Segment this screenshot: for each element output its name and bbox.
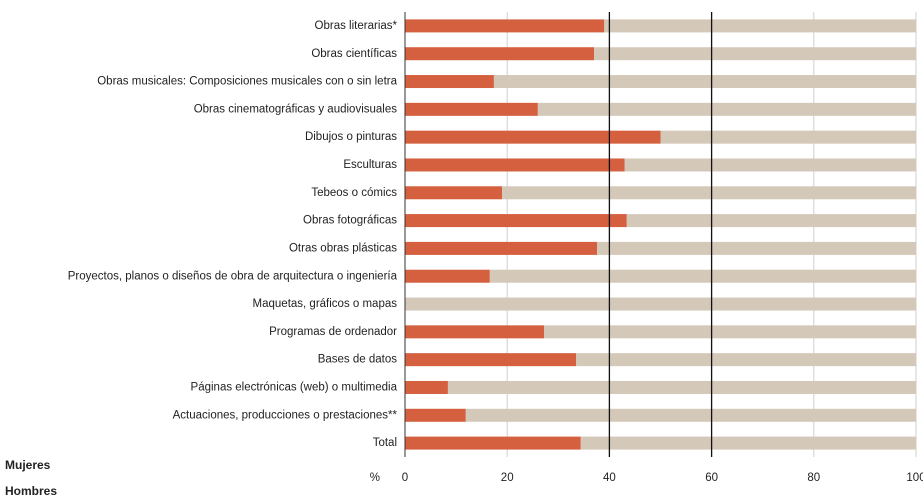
bar-segment (405, 47, 595, 61)
bar-segment (594, 47, 916, 61)
x-tick-label: 80 (807, 472, 820, 484)
legend-label: Mujeres (5, 458, 51, 472)
y-tick-label: Esculturas (343, 159, 397, 171)
y-tick-label: Tebeos o cómics (311, 187, 397, 199)
bar-segment (597, 241, 916, 255)
bar-segment (447, 380, 916, 394)
x-tick-label: 0 (402, 472, 408, 484)
y-tick-label: Obras musicales: Composiciones musicales… (97, 76, 397, 88)
x-tick-label: 100 (906, 472, 923, 484)
bar-segment (626, 214, 916, 228)
y-tick-label: Obras cinematográficas y audiovisuales (194, 103, 398, 115)
bar-segment (405, 19, 605, 33)
bar-segment (405, 269, 490, 283)
bar-segment (405, 186, 503, 200)
y-tick-label: Obras científicas (311, 48, 397, 60)
bar-segment (405, 436, 581, 450)
bar-segment (405, 241, 598, 255)
bar-segment (405, 75, 494, 89)
x-tick-label: 20 (501, 472, 514, 484)
bar-segment (405, 325, 544, 339)
bar-segment (502, 186, 916, 200)
x-axis-label: % (370, 472, 380, 484)
bar-segment (580, 436, 916, 450)
y-tick-label: Bases de datos (318, 354, 398, 366)
y-tick-label: Otras obras plásticas (289, 242, 397, 254)
legend-label: Hombres (5, 484, 57, 498)
bar-segment (537, 102, 916, 116)
x-tick-label: 60 (705, 472, 718, 484)
bar-segment (405, 130, 661, 144)
bar-segment (465, 408, 916, 422)
y-tick-label: Dibujos o pinturas (305, 131, 397, 143)
y-tick-label: Maquetas, gráficos o mapas (253, 298, 398, 310)
y-tick-label: Proyectos, planos o diseños de obra de a… (68, 270, 398, 282)
bar-segment (604, 19, 916, 33)
bar-segment (405, 158, 625, 172)
bar-segment (576, 353, 916, 367)
x-tick-label: 40 (603, 472, 616, 484)
bar-segment (624, 158, 916, 172)
bar-segment (405, 214, 627, 228)
bar-segment (405, 408, 466, 422)
y-tick-label: Obras fotográficas (303, 215, 397, 227)
y-tick-label: Obras literarias* (315, 20, 398, 32)
bar-segment (660, 130, 916, 144)
bar-segment (493, 75, 916, 89)
bar-segment (489, 269, 916, 283)
bar-segment (405, 380, 448, 394)
bar-segment (405, 353, 577, 367)
y-tick-label: Total (373, 437, 397, 449)
y-tick-label: Programas de ordenador (269, 326, 397, 338)
bar-segment (405, 297, 916, 311)
y-tick-label: Actuaciones, producciones o prestaciones… (173, 409, 398, 421)
bar-segment (543, 325, 916, 339)
bar-segment (405, 102, 538, 116)
y-tick-label: Páginas electrónicas (web) o multimedia (191, 382, 398, 394)
